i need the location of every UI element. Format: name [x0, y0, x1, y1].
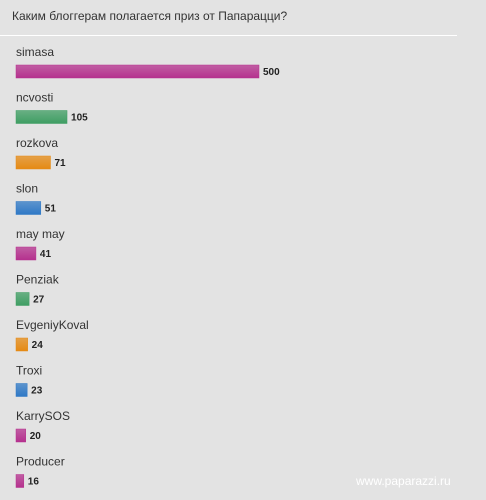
result-bar	[15, 64, 260, 79]
result-bar	[15, 201, 42, 215]
option-label: KarrySOS	[16, 409, 70, 423]
vote-count: 41	[40, 249, 52, 260]
watermark: www.paparazzi.ru	[356, 474, 451, 488]
result-bar	[15, 110, 68, 124]
vote-count: 16	[28, 477, 40, 488]
result-bar	[15, 383, 28, 397]
title-divider	[0, 35, 457, 36]
vote-count: 71	[55, 158, 67, 169]
option-label: slon	[16, 182, 38, 196]
option-label: simasa	[16, 45, 54, 59]
vote-count: 24	[32, 340, 44, 351]
vote-count: 27	[33, 295, 45, 306]
vote-count: 51	[45, 204, 57, 215]
option-label: rozkova	[16, 136, 58, 150]
vote-count: 20	[30, 431, 42, 442]
vote-count: 105	[71, 113, 88, 124]
poll-title: Каким блоггерам полагается приз от Папар…	[12, 9, 288, 23]
result-bar	[15, 246, 37, 261]
result-bar	[15, 428, 26, 443]
option-label: may may	[16, 227, 65, 241]
option-label: Troxi	[16, 364, 42, 378]
result-bar	[15, 474, 25, 488]
result-bar	[15, 292, 30, 306]
vote-count: 23	[31, 386, 43, 397]
result-bar	[15, 155, 51, 170]
option-label: EvgeniyKoval	[16, 318, 89, 332]
option-label: ncvosti	[16, 91, 53, 105]
option-label: Producer	[16, 455, 65, 469]
option-label: Penziak	[16, 273, 60, 287]
result-bar	[15, 337, 28, 352]
vote-count: 500	[263, 67, 280, 78]
